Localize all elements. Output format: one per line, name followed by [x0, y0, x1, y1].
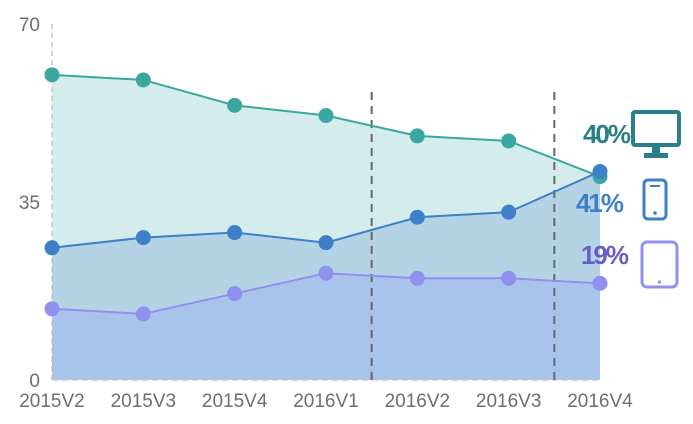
desktop-monitor-icon	[631, 110, 681, 158]
x-tick-label: 2015V4	[202, 391, 268, 412]
x-tick-label: 2015V2	[19, 391, 85, 412]
monitor-screen	[631, 110, 681, 147]
axes	[51, 24, 600, 381]
phone-body	[642, 178, 668, 221]
vertical-markers	[370, 92, 556, 380]
series-2-point	[135, 230, 151, 246]
y-tick-label: 70	[19, 15, 40, 36]
end-labels: 40% 41% 19%	[576, 119, 633, 270]
series-1-point	[135, 72, 151, 88]
y-tick-label: 0	[29, 371, 40, 392]
series-3-point	[135, 306, 151, 322]
series-2-point	[44, 240, 60, 256]
series-3-end-label: 19%	[581, 240, 629, 270]
series-1-end-label: 40%	[583, 119, 631, 149]
x-axis-ticks: 2015V2 2015V3 2015V4 2016V1 2016V2 2016V3 2016…	[19, 391, 633, 412]
series-3-point	[592, 275, 608, 291]
series-3-point	[501, 270, 517, 286]
series-2-point	[318, 235, 334, 251]
series-3-point	[44, 301, 60, 317]
y-tick-label: 35	[19, 193, 40, 214]
phone-button	[653, 211, 657, 215]
data-points	[44, 67, 608, 322]
x-tick-label: 2016V2	[385, 391, 451, 412]
x-tick-label: 2016V3	[476, 391, 542, 412]
y-axis-ticks: 0 35 70	[19, 15, 40, 392]
series-1-point	[501, 133, 517, 149]
series-3-point	[409, 270, 425, 286]
tablet-body	[640, 240, 679, 289]
x-tick-label: 2016V4	[567, 391, 633, 412]
series-3-point	[227, 286, 243, 302]
monitor-neck	[652, 146, 660, 154]
series-2-point	[227, 225, 243, 241]
series-1-point	[44, 67, 60, 83]
series-2-end-label: 41%	[576, 188, 624, 218]
series-1-point	[227, 97, 243, 113]
x-tick-label: 2016V1	[293, 391, 359, 412]
x-tick-label: 2015V3	[111, 391, 177, 412]
series-3-point	[318, 265, 334, 281]
series-1-point	[409, 128, 425, 144]
tablet-icon	[640, 240, 679, 289]
device-icons	[631, 110, 681, 289]
series-1-point	[318, 108, 334, 124]
monitor-base	[644, 153, 668, 158]
tablet-button	[657, 280, 662, 284]
smartphone-icon	[642, 178, 668, 221]
series-3-area	[52, 273, 600, 380]
series-2-point	[409, 209, 425, 225]
series-2-point	[501, 204, 517, 220]
series-2-point	[592, 163, 608, 179]
